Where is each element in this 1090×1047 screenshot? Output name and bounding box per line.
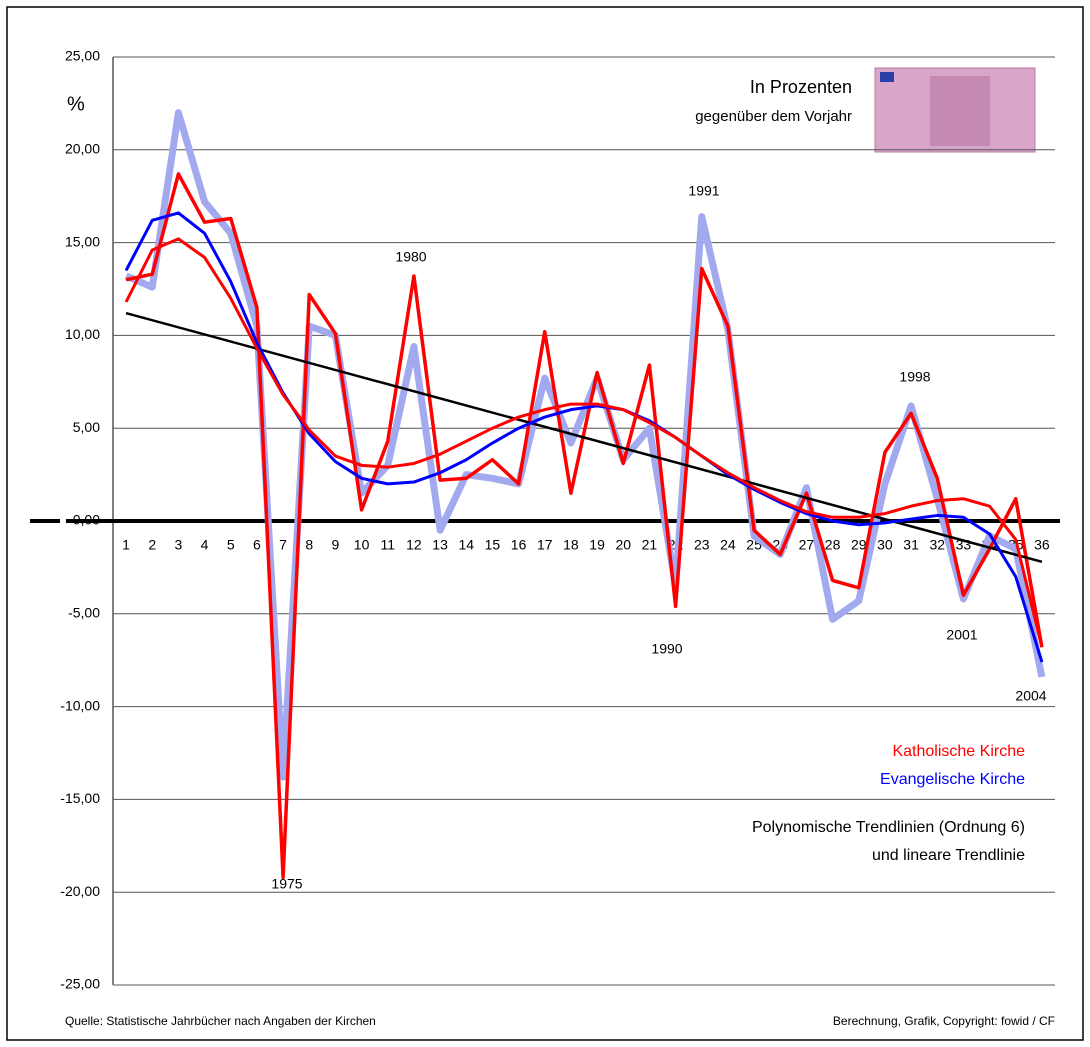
annotation: 1991 (688, 183, 719, 199)
x-tick-label: 6 (253, 537, 261, 553)
x-tick-label: 32 (929, 537, 945, 553)
banknote-flag (880, 72, 894, 82)
banknote (875, 68, 1035, 152)
y-tick-label: -5,00 (68, 605, 100, 621)
x-tick-label: 2 (148, 537, 156, 553)
x-tick-label: 31 (903, 537, 919, 553)
subtitle: gegenüber dem Vorjahr (695, 108, 852, 125)
x-tick-label: 19 (589, 537, 605, 553)
x-tick-label: 23 (694, 537, 710, 553)
y-tick-label: 10,00 (65, 326, 100, 342)
x-tick-label: 9 (332, 537, 340, 553)
y-tick-label: 25,00 (65, 48, 100, 64)
y-tick-label: -10,00 (60, 697, 100, 713)
x-tick-label: 4 (201, 537, 209, 553)
x-tick-label: 7 (279, 537, 287, 553)
y-tick-label: 20,00 (65, 141, 100, 157)
x-tick-label: 14 (458, 537, 474, 553)
banknote-art (930, 76, 990, 146)
y-tick-label: 15,00 (65, 233, 100, 249)
x-tick-label: 11 (380, 537, 395, 553)
annotation: 2001 (946, 627, 977, 643)
source: Quelle: Statistische Jahrbücher nach Ang… (65, 1014, 376, 1028)
legend-entry: Katholische Kirche (892, 743, 1025, 760)
x-tick-label: 21 (642, 537, 658, 553)
x-tick-label: 10 (354, 537, 370, 553)
annotation: 1980 (395, 249, 426, 265)
y-label: % (67, 93, 85, 115)
annotation: 1998 (899, 369, 930, 385)
y-tick-label: -20,00 (60, 883, 100, 899)
credit: Berechnung, Grafik, Copyright: fowid / C… (833, 1014, 1055, 1028)
x-tick-label: 13 (432, 537, 448, 553)
x-tick-label: 12 (406, 537, 422, 553)
annotation: 1975 (271, 876, 302, 892)
trend-note: Polynomische Trendlinien (Ordnung 6) (752, 819, 1025, 836)
x-tick-label: 3 (175, 537, 183, 553)
x-tick-label: 15 (485, 537, 501, 553)
subtitle: In Prozenten (750, 77, 852, 97)
zero-gap (60, 518, 66, 524)
x-tick-label: 24 (720, 537, 736, 553)
x-tick-label: 18 (563, 537, 579, 553)
y-tick-label: -15,00 (60, 790, 100, 806)
y-tick-label: -25,00 (60, 976, 100, 992)
trend-note: und lineare Trendlinie (872, 847, 1025, 864)
x-tick-label: 28 (825, 537, 841, 553)
x-tick-label: 16 (511, 537, 527, 553)
x-tick-label: 5 (227, 537, 235, 553)
y-tick-label: 5,00 (73, 419, 100, 435)
x-tick-label: 17 (537, 537, 553, 553)
x-tick-label: 1 (122, 537, 130, 553)
annotation: 1990 (651, 641, 682, 657)
x-tick-label: 20 (615, 537, 631, 553)
x-tick-label: 27 (799, 537, 815, 553)
x-tick-label: 8 (305, 537, 313, 553)
chart: % In Prozenten gegenüber dem Vorjahr Pol… (0, 0, 1090, 1047)
annotation: 2004 (1015, 688, 1046, 704)
legend-entry: Evangelische Kirche (880, 771, 1025, 788)
x-tick-label: 36 (1034, 537, 1050, 553)
x-tick-label: 30 (877, 537, 893, 553)
